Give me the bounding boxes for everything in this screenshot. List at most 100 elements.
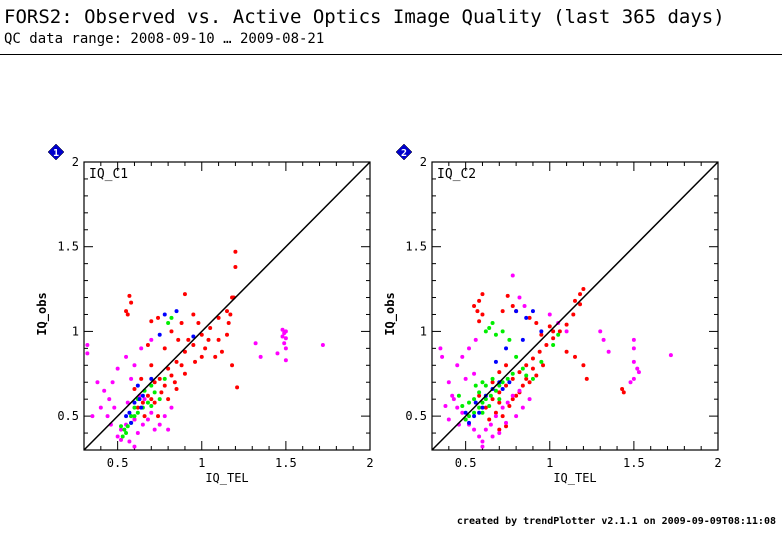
data-point-green [514,354,519,359]
data-point-magenta [628,380,633,385]
data-point-magenta [564,329,569,334]
data-point-green [169,315,174,320]
data-point-magenta [169,405,174,410]
data-point-magenta [490,434,495,439]
title-divider [0,54,782,55]
identity-line [431,161,719,451]
data-point-red [557,329,562,334]
data-point-red [219,349,224,354]
data-point-magenta [105,414,110,419]
data-point-magenta [510,273,515,278]
badge-diamond [47,143,65,161]
data-point-red [537,349,542,354]
data-point-magenta [463,376,468,381]
data-point-blue [157,332,162,337]
data-point-red [199,354,204,359]
data-point-blue [149,376,154,381]
data-point-green [149,403,154,408]
data-point-green [120,434,125,439]
data-point-red [182,349,187,354]
data-point-magenta [119,437,124,442]
data-point-magenta [275,351,280,356]
data-points [85,249,325,449]
data-point-magenta [460,410,465,415]
data-point-magenta [472,427,477,432]
data-points [438,273,673,449]
data-point-magenta [283,336,288,341]
data-point-blue [463,410,468,415]
data-point-magenta [601,337,606,342]
data-point-blue [530,309,535,314]
data-point-magenta [162,414,167,419]
data-point-green [132,414,137,419]
data-point-red [235,385,240,390]
page-title: FORS2: Observed vs. Active Optics Image … [4,6,725,28]
data-point-magenta [443,403,448,408]
data-point-red [152,380,157,385]
data-point-magenta [477,434,482,439]
y-tick-label: 0.5 [405,409,427,423]
data-point-red [578,292,583,297]
data-point-blue [524,315,529,320]
data-point-red [497,370,502,375]
data-point-magenta [124,354,129,359]
data-point-red [497,400,502,405]
data-point-red [527,380,532,385]
data-point-green [467,414,472,419]
data-point-red [551,336,556,341]
data-point-red [191,312,196,317]
data-point-red [156,315,161,320]
data-point-red [156,414,161,419]
data-point-green [129,414,134,419]
data-point-magenta [480,444,485,449]
data-point-magenta [438,346,443,351]
data-point-red [226,320,231,325]
data-point-red [475,309,480,314]
data-point-red [159,390,164,395]
data-point-red [233,265,238,270]
data-point-red [142,414,147,419]
data-point-magenta [140,422,145,427]
data-point-green [473,383,478,388]
data-point-red [228,312,233,317]
data-point-blue [127,410,132,415]
data-point-magenta [132,444,137,449]
scatter-panel-1: 0.5 1 1.5 2 0.5 1 1.5 2 IQ_C1 IQ_TEL IQ_obs 1 [35,143,374,485]
data-point-red [510,376,515,381]
data-point-red [620,387,625,392]
data-point-red [179,320,184,325]
data-point-blue [124,414,129,419]
x-tick-label: 2 [366,456,373,470]
data-point-red [477,319,482,324]
data-point-green [124,431,129,436]
data-point-blue [137,397,142,402]
data-point-green [149,383,154,388]
plot-frame [431,161,719,451]
data-point-blue [507,380,512,385]
data-point-green [539,359,544,364]
data-point-magenta [253,341,258,346]
data-point-magenta [455,363,460,368]
x-tick-label: 1 [546,456,553,470]
data-point-green [472,397,477,402]
data-point-magenta [110,380,115,385]
data-point-red [621,390,626,395]
data-point-green [493,332,498,337]
data-point-magenta [320,342,325,347]
data-point-magenta [631,346,636,351]
data-point-red [216,315,221,320]
data-point-red [225,309,229,314]
data-point-green [500,329,505,334]
data-point-green [162,376,167,381]
data-point-green [556,332,561,337]
data-point-magenta [473,337,478,342]
data-point-red [493,410,498,415]
data-point-green [507,337,512,342]
data-point-red [233,249,238,254]
x-tick-label: 0.5 [455,456,477,470]
badge-number: 2 [401,148,407,159]
data-point-red [581,287,586,292]
data-point-red [477,393,482,398]
data-point-blue [473,400,478,405]
